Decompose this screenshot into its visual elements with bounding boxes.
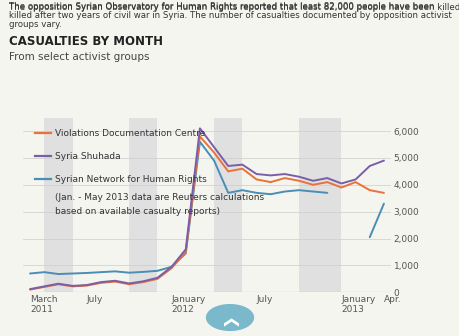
Bar bbox=[44, 118, 73, 292]
Text: The opposition Syrian Observatory for Human Rights reported that least 82,000 pe: The opposition Syrian Observatory for Hu… bbox=[9, 2, 434, 11]
Text: Syrian Network for Human Rights: Syrian Network for Human Rights bbox=[55, 175, 207, 184]
Text: groups vary.: groups vary. bbox=[9, 20, 62, 29]
Bar bbox=[213, 118, 242, 292]
Bar bbox=[298, 118, 341, 292]
Circle shape bbox=[206, 305, 253, 330]
Text: CASUALTIES BY MONTH: CASUALTIES BY MONTH bbox=[9, 35, 163, 48]
Text: From select activist groups: From select activist groups bbox=[9, 52, 149, 62]
Text: killed after two years of civil war in Syria. The number of casualties documente: killed after two years of civil war in S… bbox=[9, 11, 451, 20]
Text: Syria Shuhada: Syria Shuhada bbox=[55, 152, 121, 161]
Text: (Jan. - May 2013 data are Reuters calculations: (Jan. - May 2013 data are Reuters calcul… bbox=[55, 193, 264, 202]
Text: based on available casualty reports): based on available casualty reports) bbox=[55, 207, 220, 216]
Text: The opposition Syrian Observatory for Human Rights reported that least 82,000 pe: The opposition Syrian Observatory for Hu… bbox=[9, 3, 459, 12]
Text: ❯: ❯ bbox=[222, 313, 237, 326]
Text: Violations Documentation Centre: Violations Documentation Centre bbox=[55, 129, 205, 137]
Bar bbox=[129, 118, 157, 292]
